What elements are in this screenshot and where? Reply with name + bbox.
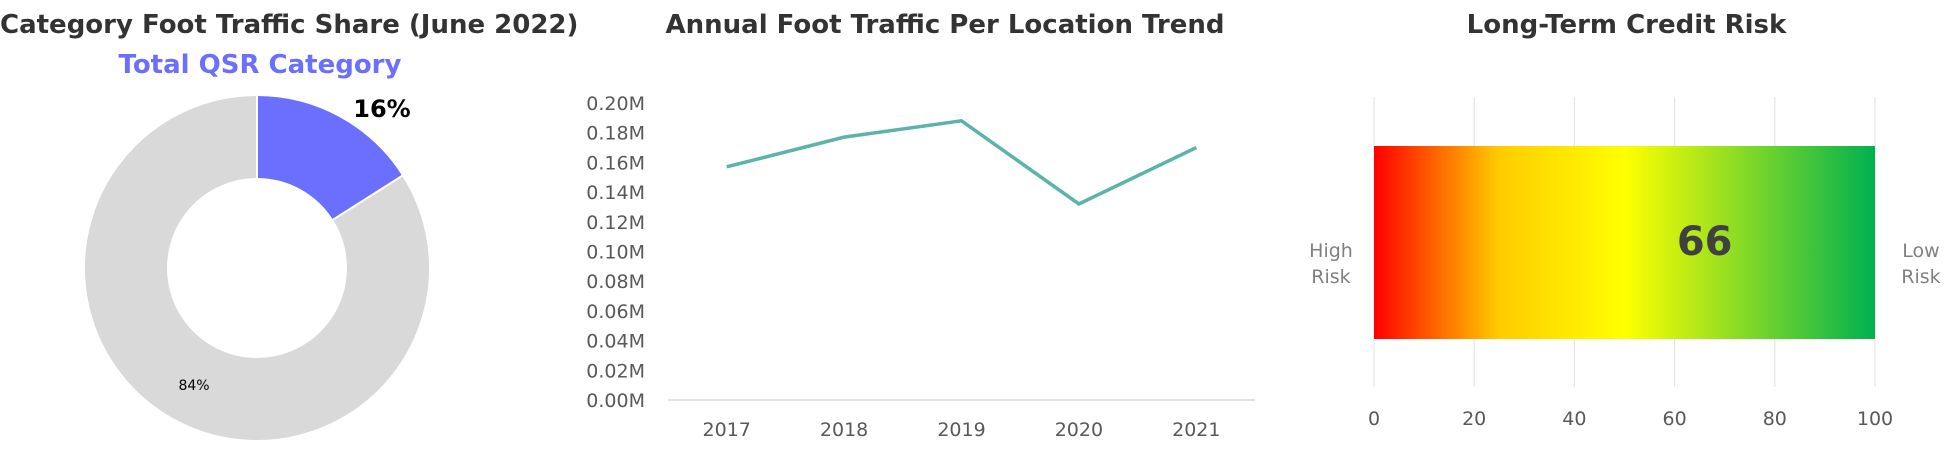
donut-label-rest: 84% (178, 378, 209, 394)
donut-label-highlight: 16% (353, 95, 410, 123)
risk-chart-title: Long-Term Credit Risk (1466, 10, 1787, 40)
risk-panel: Long-Term Credit Risk (1300, 0, 1953, 472)
share-chart-subtitle: Total QSR Category (118, 50, 402, 80)
trend-chart-title: Annual Foot Traffic Per Location Trend (665, 10, 1225, 40)
trend-panel: Annual Foot Traffic Per Location Trend (575, 0, 1315, 472)
donut-slice-rest (83, 93, 431, 442)
share-panel: Category Foot Traffic Share (June 2022) … (0, 0, 579, 472)
share-chart-title: Category Foot Traffic Share (June 2022) (0, 10, 579, 40)
donut-chart: 16% 84% (83, 93, 431, 442)
